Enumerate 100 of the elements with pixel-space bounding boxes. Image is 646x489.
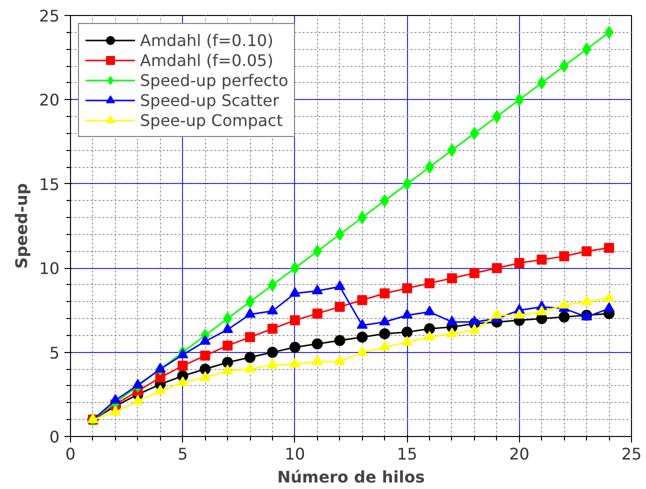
point [470, 126, 479, 140]
point [312, 284, 323, 294]
point [492, 263, 502, 274]
y-tick-label: 10 [39, 259, 60, 278]
x-tick-label: 5 [178, 444, 188, 464]
point [424, 278, 435, 288]
point [244, 362, 256, 373]
legend-label: Speed-up perfecto [140, 70, 288, 90]
point [222, 340, 233, 351]
point [266, 346, 278, 358]
point [537, 76, 546, 90]
point [334, 280, 346, 290]
point [334, 355, 346, 365]
point [312, 308, 322, 319]
point [357, 295, 368, 306]
point [424, 330, 436, 341]
y-tick-label: 20 [39, 90, 60, 110]
point [110, 394, 121, 404]
point [356, 332, 368, 343]
point [266, 358, 278, 368]
point [266, 304, 278, 314]
point [267, 324, 278, 334]
x-tick-label: 15 [396, 444, 418, 464]
point [558, 311, 570, 322]
point [469, 268, 480, 278]
point [132, 394, 144, 405]
point [425, 160, 434, 174]
point [492, 110, 502, 124]
point [402, 308, 413, 319]
point [468, 316, 480, 326]
point [356, 346, 368, 356]
point [581, 296, 592, 306]
y-tick-label: 15 [39, 174, 60, 194]
point [358, 211, 367, 224]
point [223, 312, 232, 326]
point [380, 194, 390, 208]
point [154, 362, 166, 373]
legend-label: Speed-up Scatter [140, 90, 280, 110]
point [312, 244, 322, 258]
point [514, 258, 524, 268]
point [558, 298, 570, 309]
point [154, 384, 166, 394]
point [289, 287, 300, 297]
point [200, 350, 210, 361]
point [334, 302, 345, 312]
point [514, 93, 524, 106]
y-axis-title: Speed-up [12, 183, 32, 269]
point [200, 364, 211, 375]
point [379, 316, 390, 326]
point [380, 288, 390, 298]
point [536, 254, 547, 265]
point [178, 360, 188, 371]
point [446, 328, 458, 338]
point [312, 355, 323, 365]
point [424, 323, 436, 334]
point [312, 338, 323, 350]
point [246, 295, 255, 308]
point [514, 308, 525, 319]
x-tick-label: 0 [65, 444, 76, 464]
point [560, 60, 569, 73]
point [402, 336, 413, 346]
x-tick-label: 25 [621, 444, 642, 464]
point [200, 371, 211, 381]
point [604, 292, 615, 302]
point [290, 262, 300, 275]
x-tick-label: 10 [284, 444, 306, 464]
point [402, 326, 413, 338]
point [200, 335, 211, 345]
point [290, 315, 300, 326]
point [110, 406, 121, 416]
legend-label: Spee-up Compact [140, 110, 283, 130]
point [424, 306, 436, 316]
point [245, 332, 256, 342]
point [289, 342, 300, 353]
point [402, 177, 412, 190]
point [491, 308, 502, 319]
point [334, 335, 346, 346]
point [468, 324, 480, 334]
point [177, 376, 188, 386]
point [177, 348, 188, 358]
y-tick-label: 5 [49, 343, 60, 362]
point [222, 323, 234, 333]
point [447, 144, 456, 157]
point [244, 352, 256, 363]
point [604, 242, 614, 253]
point [356, 319, 368, 329]
x-axis-title: Número de hilos [277, 468, 425, 486]
point [604, 302, 615, 312]
point [379, 328, 390, 340]
point [582, 42, 592, 56]
point [536, 306, 548, 316]
legend-label: Amdahl (f=0.10) [140, 30, 274, 50]
point [268, 278, 277, 292]
point [244, 308, 256, 318]
point [446, 316, 458, 326]
point [582, 246, 592, 256]
point [289, 358, 300, 368]
point [222, 356, 234, 368]
y-tick-label: 0 [49, 428, 60, 446]
point [379, 340, 390, 351]
